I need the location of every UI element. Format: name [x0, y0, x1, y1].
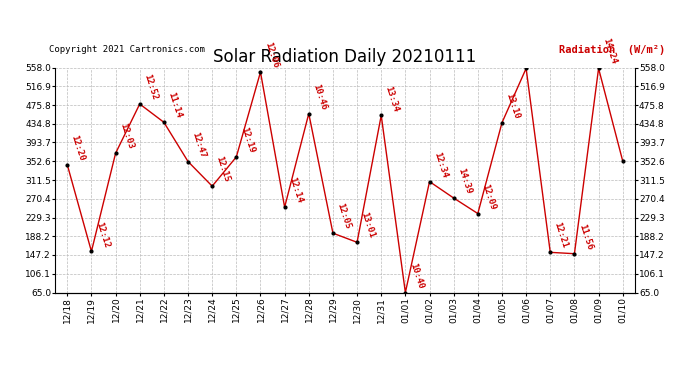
Text: 12:47: 12:47 — [190, 130, 207, 159]
Text: Copyright 2021 Cartronics.com: Copyright 2021 Cartronics.com — [50, 45, 206, 54]
Text: 12:12: 12:12 — [94, 220, 110, 249]
Text: 11:14: 11:14 — [166, 91, 183, 120]
Text: 12:15: 12:15 — [215, 155, 231, 183]
Text: 10:40: 10:40 — [408, 261, 424, 290]
Text: 12:19: 12:19 — [239, 126, 255, 154]
Text: Radiation  (W/m²): Radiation (W/m²) — [560, 45, 666, 55]
Text: 12:52: 12:52 — [142, 73, 159, 101]
Text: 14:39: 14:39 — [456, 167, 473, 195]
Text: 12:03: 12:03 — [118, 122, 135, 151]
Text: 11:56: 11:56 — [577, 223, 593, 251]
Text: 12:34: 12:34 — [432, 150, 448, 179]
Text: 13:34: 13:34 — [384, 84, 400, 112]
Text: 14:24: 14:24 — [601, 38, 618, 66]
Text: 12:06: 12:06 — [263, 41, 279, 69]
Text: 12:14: 12:14 — [287, 176, 304, 204]
Text: 10:46: 10:46 — [311, 82, 328, 111]
Text: 12:20: 12:20 — [70, 134, 86, 162]
Text: 12:09: 12:09 — [480, 183, 497, 211]
Text: 12:21: 12:21 — [553, 221, 569, 250]
Text: 13:01: 13:01 — [359, 211, 376, 240]
Text: 12:05: 12:05 — [335, 202, 352, 230]
Title: Solar Radiation Daily 20210111: Solar Radiation Daily 20210111 — [213, 48, 477, 66]
Text: 13:10: 13:10 — [504, 92, 521, 120]
